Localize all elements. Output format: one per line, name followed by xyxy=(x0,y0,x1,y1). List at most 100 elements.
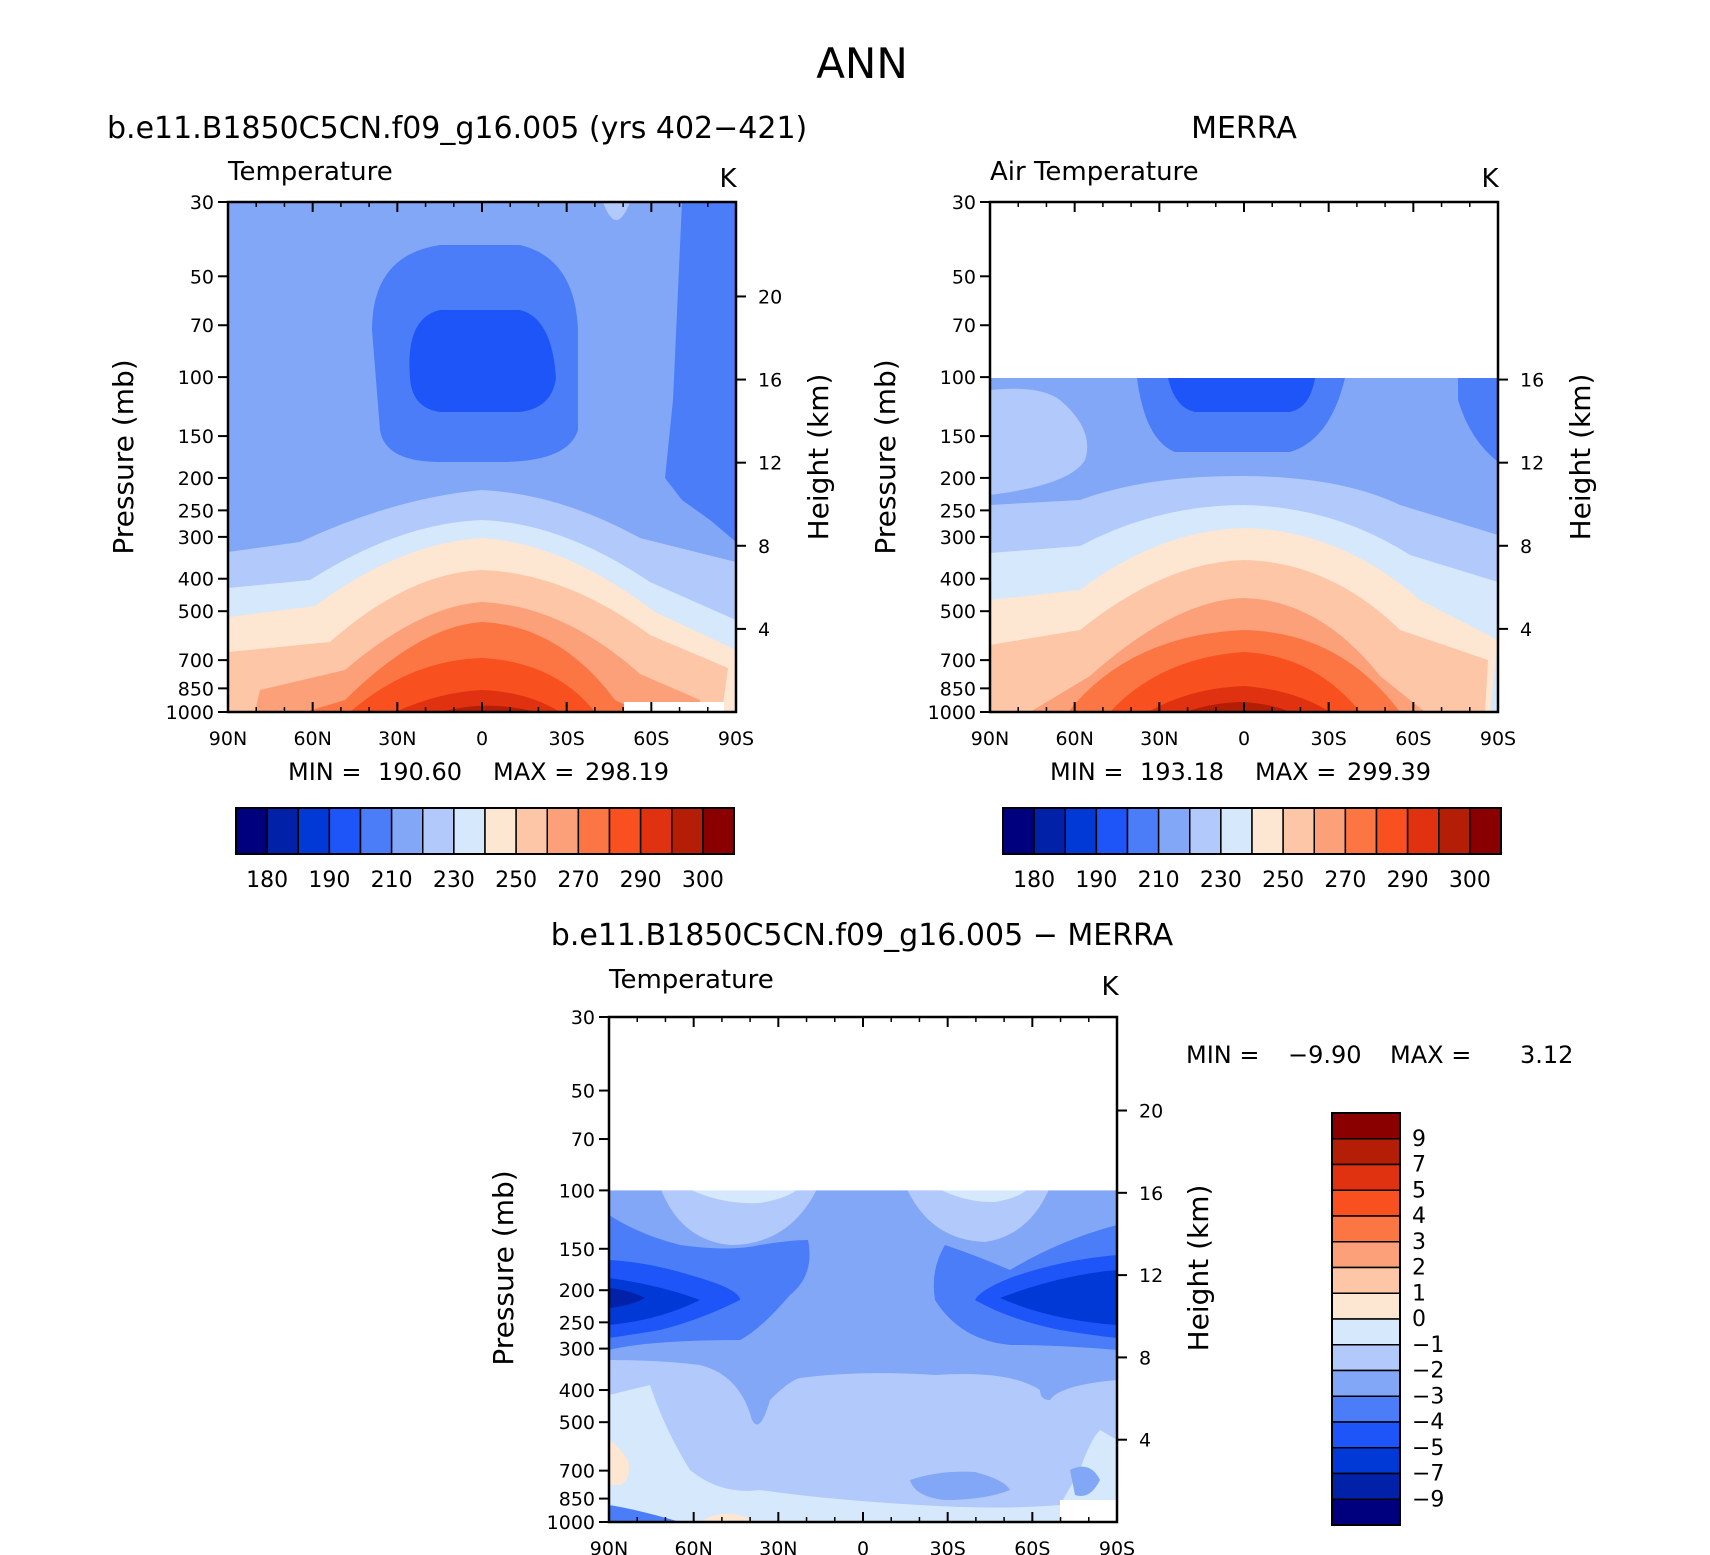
y-tick-label: 30 xyxy=(952,192,976,214)
colorbar-swatch xyxy=(1469,807,1502,855)
y-tick-label: 200 xyxy=(178,468,214,490)
colorbar-swatch xyxy=(639,807,673,855)
x-tick-label: 90N xyxy=(209,728,247,750)
colorbar-label: 180 xyxy=(1013,868,1055,893)
panel-merra-left-label: Air Temperature xyxy=(990,157,1199,187)
y2-tick-label: 4 xyxy=(1520,619,1532,641)
colorbar-swatch xyxy=(1331,1189,1401,1217)
panel-difference-left-label: Temperature xyxy=(608,965,774,995)
colorbar-label: 5 xyxy=(1412,1178,1426,1203)
x-tick-label: 60S xyxy=(1014,1538,1050,1555)
y-tick-label: 50 xyxy=(190,266,214,288)
y-tick-label: 200 xyxy=(559,1280,595,1302)
y-tick-label: 250 xyxy=(940,500,976,522)
colorbar-label: 2 xyxy=(1412,1256,1426,1281)
colorbar-label: 270 xyxy=(557,868,599,893)
contour-fill xyxy=(935,1187,1030,1203)
y2-tick-label: 12 xyxy=(758,453,782,475)
x-tick-label: 60N xyxy=(293,728,331,750)
colorbar-swatch xyxy=(1331,1266,1401,1294)
colorbar-swatch xyxy=(1095,807,1129,855)
colorbar-swatch xyxy=(1375,807,1409,855)
panel-merra-colorbar: 180 190 210 230 250 270 290 300 xyxy=(1002,807,1502,893)
colorbar-swatch xyxy=(1331,1112,1401,1140)
contour-fill xyxy=(1185,702,1290,712)
colorbar-label: 7 xyxy=(1412,1153,1426,1178)
colorbar-swatch xyxy=(1282,807,1315,855)
y2-tick-label: 12 xyxy=(1139,1265,1163,1287)
colorbar-frame xyxy=(1331,1112,1401,1526)
colorbar-swatch xyxy=(515,807,548,855)
x-tick-label: 30S xyxy=(930,1538,966,1555)
colorbar-label: −3 xyxy=(1412,1384,1444,1409)
colorbar-swatch xyxy=(1331,1138,1401,1166)
x-tick-label: 60N xyxy=(1055,728,1093,750)
panel-difference-min-label: MIN = xyxy=(1186,1041,1259,1069)
panel-model-min-value: 190.60 xyxy=(378,758,462,786)
colorbar-label: 290 xyxy=(1387,868,1429,893)
y2-tick-label: 16 xyxy=(1139,1183,1163,1205)
colorbar-label: 250 xyxy=(495,868,537,893)
panel-model-min-label: MIN = xyxy=(288,758,361,786)
colorbar-swatch xyxy=(328,807,362,855)
y2-tick-label: 16 xyxy=(1520,370,1544,392)
panel-model-y2label: Height (km) xyxy=(802,374,835,541)
y-tick-label: 250 xyxy=(178,500,214,522)
contour-fill xyxy=(1148,686,1330,712)
panel-difference-axes: 90N 60N 30N 0 30S 60S 90S 30 50 70 100 150 200 250 300… xyxy=(547,1007,1164,1555)
contour-fill xyxy=(685,1187,800,1204)
panel-difference-max-value: 3.12 xyxy=(1520,1041,1573,1069)
panel-merra-right-label: K xyxy=(1481,164,1499,194)
colorbar-label: −7 xyxy=(1412,1462,1444,1487)
panel-difference-title: b.e11.B1850C5CN.f09_g16.005 − MERRA xyxy=(551,918,1174,953)
colorbar-label: 3 xyxy=(1412,1230,1426,1255)
panel-model-axes: 90N 60N 30N 0 30S 60S 90S 30 50 70 100 150 200 250 300… xyxy=(166,192,783,750)
colorbar-swatch xyxy=(1331,1395,1401,1423)
colorbar-swatch xyxy=(1157,807,1191,855)
colorbar-label: −2 xyxy=(1412,1359,1444,1384)
y-tick-label: 50 xyxy=(952,266,976,288)
colorbar-label: 300 xyxy=(682,868,724,893)
y-tick-label: 150 xyxy=(940,426,976,448)
y-tick-label: 1000 xyxy=(166,702,214,724)
panel-difference-max-label: MAX = xyxy=(1390,1041,1471,1069)
colorbar-label: 230 xyxy=(433,868,475,893)
panel-merra-title: MERRA xyxy=(1191,111,1297,146)
contour-fill xyxy=(1458,378,1498,462)
x-tick-label: 30N xyxy=(759,1538,797,1555)
panel-merra-max-value: 299.39 xyxy=(1347,758,1431,786)
contour-fill xyxy=(1070,1466,1100,1496)
y2-tick-label: 4 xyxy=(1139,1430,1151,1452)
colorbar-label: 210 xyxy=(371,868,413,893)
y-tick-label: 850 xyxy=(559,1489,595,1511)
y-tick-label: 700 xyxy=(559,1461,595,1483)
colorbar-swatch xyxy=(1189,807,1222,855)
x-tick-label: 90S xyxy=(718,728,754,750)
contour-field-model xyxy=(228,202,736,712)
contour-fill xyxy=(409,310,556,412)
colorbar-label: −9 xyxy=(1412,1487,1444,1512)
y-tick-label: 70 xyxy=(952,315,976,337)
panel-difference: b.e11.B1850C5CN.f09_g16.005 − MERRA Temp… xyxy=(487,918,1573,1555)
panel-difference-min-value: −9.90 xyxy=(1288,1041,1362,1069)
y-tick-label: 100 xyxy=(940,367,976,389)
panel-model-max-label: MAX = xyxy=(493,758,574,786)
y2-tick-label: 16 xyxy=(758,370,782,392)
colorbar-label: 190 xyxy=(1075,868,1117,893)
colorbar-swatch xyxy=(577,807,611,855)
y-tick-label: 70 xyxy=(571,1129,595,1151)
y2-tick-label: 8 xyxy=(1139,1347,1151,1369)
colorbar-swatch xyxy=(1331,1163,1401,1191)
colorbar-swatch xyxy=(359,807,393,855)
y2-tick-label: 8 xyxy=(758,536,770,558)
panel-difference-right-label: K xyxy=(1101,972,1119,1002)
contour-fill xyxy=(1000,1270,1117,1325)
x-tick-label: 30S xyxy=(549,728,585,750)
colorbar-swatch xyxy=(1438,807,1471,855)
colorbar-label: 230 xyxy=(1200,868,1242,893)
colorbar-swatch xyxy=(1344,807,1378,855)
colorbar-label: 210 xyxy=(1138,868,1180,893)
y2-tick-label: 20 xyxy=(1139,1101,1163,1123)
missing-data xyxy=(1060,1500,1117,1522)
panel-merra-axes: 90N 60N 30N 0 30S 60S 90S 30 50 70 100 150 200 250 300… xyxy=(928,192,1545,750)
